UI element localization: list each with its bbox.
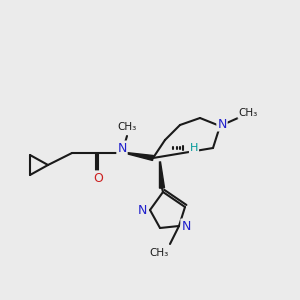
Text: CH₃: CH₃ [238, 108, 258, 118]
Text: N: N [117, 142, 127, 154]
Polygon shape [160, 162, 164, 188]
Text: CH₃: CH₃ [149, 248, 169, 258]
Text: N: N [181, 220, 191, 232]
Text: CH₃: CH₃ [117, 122, 136, 132]
Text: O: O [93, 172, 103, 184]
Text: N: N [217, 118, 227, 130]
Text: N: N [137, 203, 147, 217]
Text: H: H [190, 143, 198, 153]
Polygon shape [126, 152, 154, 160]
